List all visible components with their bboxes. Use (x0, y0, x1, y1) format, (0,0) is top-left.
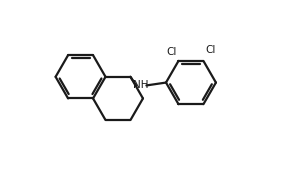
Text: Cl: Cl (166, 47, 177, 57)
Text: Cl: Cl (205, 45, 216, 55)
Text: NH: NH (133, 80, 149, 90)
